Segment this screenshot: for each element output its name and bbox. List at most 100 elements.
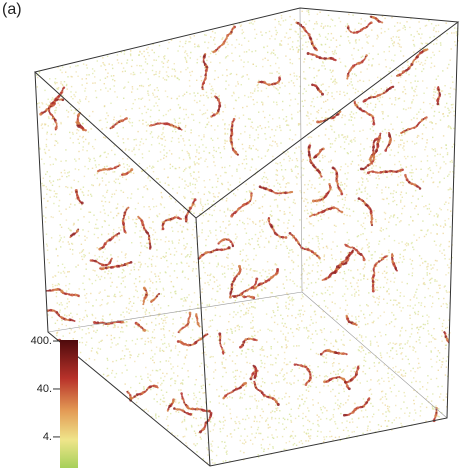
particle <box>115 372 118 375</box>
particle <box>318 425 320 427</box>
particle <box>256 375 258 378</box>
particle <box>200 417 202 419</box>
particle <box>303 167 305 170</box>
particle <box>248 78 250 80</box>
particle <box>186 150 188 153</box>
particle <box>399 29 401 31</box>
particle <box>193 237 196 239</box>
particle <box>292 41 294 43</box>
particle <box>338 392 340 394</box>
particle <box>255 432 257 434</box>
particle <box>173 270 176 272</box>
particle <box>347 430 349 432</box>
particle <box>45 138 48 141</box>
particle <box>169 167 171 169</box>
particle <box>398 261 400 264</box>
particle <box>161 138 164 140</box>
particle <box>213 377 215 379</box>
particle <box>291 249 293 251</box>
particle <box>399 335 401 337</box>
particle <box>292 444 294 446</box>
particle <box>378 178 380 180</box>
particle <box>348 98 351 100</box>
particle <box>331 435 333 438</box>
particle <box>91 184 93 186</box>
particle <box>269 205 272 207</box>
particle <box>414 80 416 82</box>
particle <box>374 301 376 303</box>
particle <box>422 262 424 264</box>
particle <box>277 89 279 91</box>
particle <box>251 433 253 435</box>
particle <box>115 344 117 346</box>
particle <box>301 273 303 275</box>
particle <box>52 216 54 219</box>
particle <box>362 178 364 180</box>
particle <box>421 229 423 232</box>
particle <box>273 394 275 397</box>
particle <box>258 432 260 435</box>
particle <box>104 151 106 153</box>
particle <box>260 235 262 237</box>
particle <box>427 382 429 384</box>
particle <box>174 336 176 338</box>
particle <box>131 125 133 127</box>
particle <box>419 336 421 338</box>
particle <box>290 28 292 31</box>
particle <box>411 156 413 158</box>
particle <box>181 178 183 180</box>
particle <box>415 340 418 343</box>
particle <box>114 181 117 184</box>
particle <box>291 298 293 300</box>
particle <box>411 102 413 104</box>
particle <box>341 198 344 200</box>
particle <box>342 277 344 280</box>
particle <box>139 51 141 53</box>
particle <box>377 175 379 177</box>
particle <box>134 208 137 210</box>
particle <box>430 341 432 343</box>
particle <box>429 282 432 284</box>
particle <box>77 64 79 67</box>
particle <box>166 428 169 430</box>
particle <box>166 372 168 375</box>
particle <box>185 427 187 430</box>
particle <box>428 213 431 215</box>
particle <box>278 219 280 221</box>
particle <box>166 61 169 63</box>
particle <box>130 309 132 312</box>
particle <box>225 88 227 90</box>
particle <box>156 87 158 89</box>
particle <box>99 211 102 213</box>
particle <box>49 101 51 103</box>
particle <box>392 342 394 344</box>
particle <box>346 420 348 422</box>
particle <box>195 178 197 180</box>
particle <box>428 207 430 210</box>
particle <box>257 83 259 86</box>
particle <box>399 193 402 196</box>
particle <box>109 88 111 90</box>
particle <box>303 191 305 194</box>
particle <box>364 217 366 219</box>
particle <box>250 289 252 291</box>
particle <box>409 107 412 109</box>
particle <box>418 339 420 341</box>
particle <box>287 37 290 40</box>
particle <box>448 240 450 243</box>
particle <box>111 64 113 66</box>
particle <box>402 375 404 377</box>
particle <box>316 333 318 335</box>
particle <box>400 167 403 169</box>
particle <box>59 239 61 241</box>
particle <box>427 265 429 268</box>
particle <box>234 233 237 235</box>
particle <box>131 121 134 124</box>
particle <box>419 415 421 417</box>
particle <box>363 172 365 174</box>
particle <box>135 285 137 288</box>
particle <box>254 88 256 90</box>
particle <box>79 341 81 344</box>
particle <box>219 152 221 154</box>
particle <box>51 283 54 286</box>
